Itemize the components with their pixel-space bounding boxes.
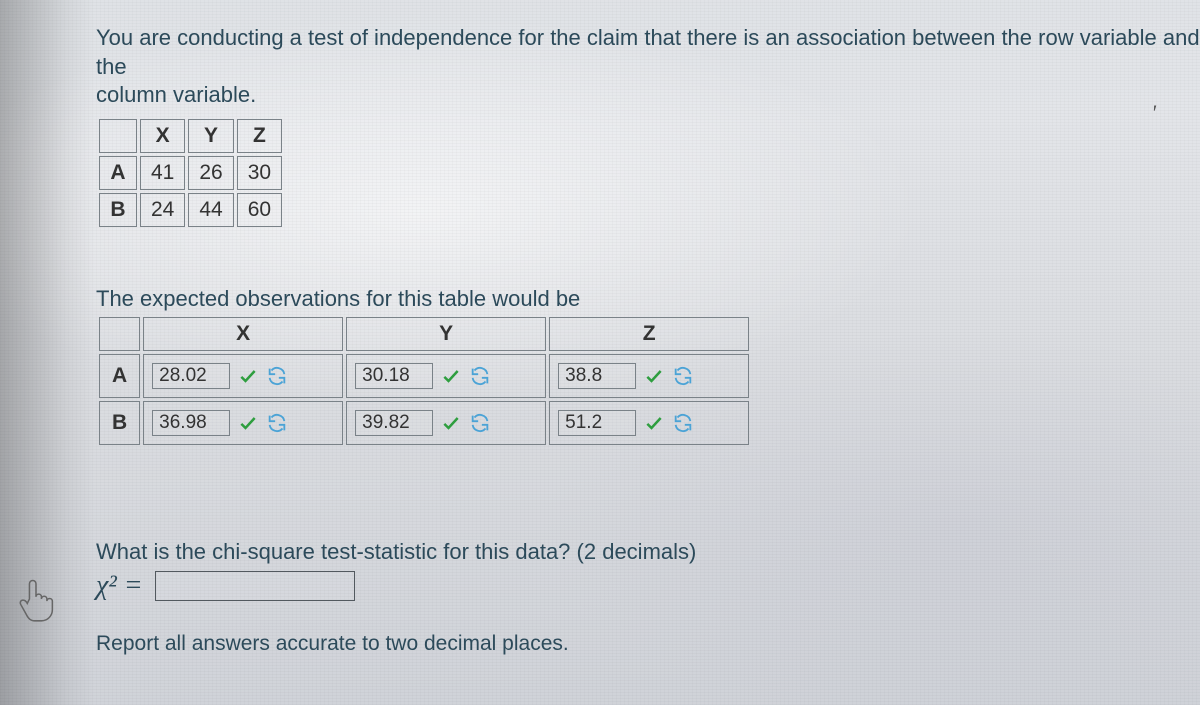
expected-table: X Y Z A <box>96 314 752 448</box>
observed-col-y: Y <box>188 119 233 153</box>
observed-cell: 44 <box>188 193 233 227</box>
question-content: You are conducting a test of independenc… <box>96 24 1200 656</box>
retry-icon[interactable] <box>672 365 694 387</box>
expected-input-b-z[interactable] <box>558 410 636 436</box>
check-icon <box>238 366 258 386</box>
expected-input-b-y[interactable] <box>355 410 433 436</box>
expected-col-y: Y <box>346 317 546 351</box>
expected-input-a-x[interactable] <box>152 363 230 389</box>
check-icon <box>644 366 664 386</box>
observed-cell: 30 <box>237 156 282 190</box>
chisq-question: What is the chi-square test-statistic fo… <box>96 538 1200 567</box>
expected-blank-corner <box>99 317 140 351</box>
check-icon <box>644 413 664 433</box>
observed-cell: 24 <box>140 193 185 227</box>
retry-icon[interactable] <box>469 412 491 434</box>
table-row: B <box>99 401 749 445</box>
observed-row-a: A <box>99 156 137 190</box>
expected-row-a: A <box>99 354 140 398</box>
expected-input-a-z[interactable] <box>558 363 636 389</box>
table-row: A 41 26 30 <box>99 156 282 190</box>
prompt-line1: You are conducting a test of independenc… <box>96 25 1200 79</box>
expected-row-b: B <box>99 401 140 445</box>
retry-icon[interactable] <box>266 365 288 387</box>
retry-icon[interactable] <box>469 365 491 387</box>
observed-col-z: Z <box>237 119 282 153</box>
table-row: A <box>99 354 749 398</box>
prompt-text: You are conducting a test of independenc… <box>96 24 1200 110</box>
expected-input-a-y[interactable] <box>355 363 433 389</box>
expected-col-x: X <box>143 317 343 351</box>
observed-row-b: B <box>99 193 137 227</box>
table-row: B 24 44 60 <box>99 193 282 227</box>
prompt-line2: column variable. <box>96 82 256 107</box>
expected-intro: The expected observations for this table… <box>96 286 1200 312</box>
chi-square-input[interactable] <box>155 571 355 601</box>
observed-cell: 26 <box>188 156 233 190</box>
observed-table: X Y Z A 41 26 30 B 24 44 60 <box>96 116 285 230</box>
retry-icon[interactable] <box>266 412 288 434</box>
pointer-hand-icon <box>14 575 58 623</box>
check-icon <box>441 413 461 433</box>
retry-icon[interactable] <box>672 412 694 434</box>
report-instructions: Report all answers accurate to two decim… <box>96 632 1200 656</box>
expected-col-z: Z <box>549 317 749 351</box>
expected-input-b-x[interactable] <box>152 410 230 436</box>
observed-cell: 60 <box>237 193 282 227</box>
observed-cell: 41 <box>140 156 185 190</box>
observed-blank-corner <box>99 119 137 153</box>
check-icon <box>441 366 461 386</box>
chi-square-symbol: χ² = <box>96 570 143 602</box>
check-icon <box>238 413 258 433</box>
observed-col-x: X <box>140 119 185 153</box>
